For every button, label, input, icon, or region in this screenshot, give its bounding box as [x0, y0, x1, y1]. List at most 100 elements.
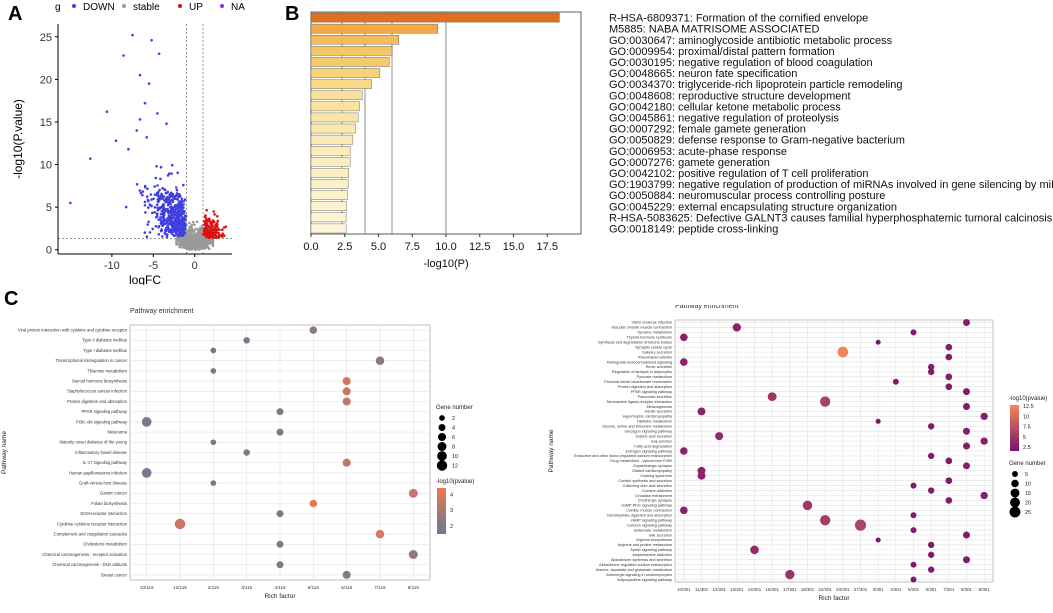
enrichment-bar: [310, 223, 347, 234]
enrichment-bar: [310, 201, 347, 211]
pathway-name-label: Hypertrophic cardiomyopathy: [623, 415, 672, 419]
rich-factor-tick-label: 3/116: [241, 585, 253, 590]
enrichment-term-label: M5885: NABA MATRISOME ASSOCIATED: [609, 24, 820, 36]
pathway-bubble: [276, 408, 284, 416]
volcano-point-stable: [187, 240, 191, 244]
volcano-point-stable: [192, 234, 195, 237]
volcano-point-up: [217, 235, 221, 239]
volcano-point-stable: [209, 240, 213, 243]
volcano-point-up: [213, 228, 217, 231]
volcano-point-down: [173, 204, 177, 208]
volcano-point-down: [182, 206, 185, 209]
pathway-bubble: [802, 500, 813, 511]
pathway-name-label: Inflammatory bowel disease: [75, 450, 128, 455]
gene-number-legend-label: 12: [452, 464, 458, 470]
volcano-x-axis-label: logFC: [129, 273, 161, 285]
volcano-point-up: [204, 235, 208, 239]
pathway-name-label: Vibrio cholerae infection: [632, 321, 672, 325]
pathway-bubble: [210, 368, 217, 374]
panel-a-volcano-plot: A g DOWN stable UP NA 0 5 10 15 20 25 -10 -5 0 logFC -…: [8, 2, 245, 285]
pathway-name-label: Cholinergic synapse: [638, 499, 672, 503]
bubble-title: Pathway enrichment: [675, 305, 738, 310]
volcano-point-stable: [197, 237, 201, 240]
volcano-point-down: [164, 226, 168, 230]
volcano-point-up: [216, 215, 219, 218]
pathway-name-label: Proximal tubule bicarbonate reclamation: [604, 380, 672, 384]
pathway-name-label: Protein digestion and absorption: [618, 385, 672, 389]
volcano-y-tick-label: 15: [40, 117, 52, 129]
pathway-bubble: [767, 392, 777, 402]
rich-factor-tick-label: 15/301: [765, 587, 779, 592]
volcano-point-down: [168, 199, 172, 203]
pathway-name-label: Drug metabolism - cytochrome P450: [610, 459, 672, 463]
pathway-name-label: Cholesterol metabolism: [83, 542, 127, 547]
pathway-bubble: [342, 458, 351, 467]
enrichment-term-label: R-HSA-5083625: Defective GALNT3 causes f…: [609, 212, 1053, 224]
volcano-point-down: [169, 214, 173, 218]
volcano-point-up: [221, 228, 224, 232]
pathway-name-label: Viral protein interaction with cytokine …: [18, 328, 128, 333]
rich-factor-tick-label: 5/116: [308, 585, 320, 590]
volcano-point-down: [176, 209, 179, 213]
volcano-point-down: [143, 231, 147, 234]
volcano-y-axis-label: -log10(P.value): [11, 99, 25, 179]
pathway-bubble: [680, 333, 688, 342]
pathway-bubble: [963, 531, 970, 539]
volcano-point-up: [214, 224, 217, 228]
pathway-bubble: [697, 407, 706, 416]
pathway-bubble: [680, 506, 688, 515]
volcano-point-down: [154, 216, 158, 219]
pathway-bubble: [910, 527, 917, 534]
volcano-point-up: [212, 220, 216, 224]
volcano-point-down: [160, 193, 164, 197]
rich-factor-tick-label: 10/116: [140, 585, 154, 590]
rich-factor-tick-label: 17/301: [783, 587, 797, 592]
pathway-name-label: Arginine biosynthesis: [636, 538, 672, 542]
volcano-point-down: [157, 225, 160, 229]
pathway-bubble: [276, 510, 284, 518]
volcano-point-down: [161, 203, 165, 206]
pathway-name-label: Adipocytokine signaling pathway: [617, 578, 672, 582]
volcano-point-up: [203, 215, 207, 218]
volcano-point-down: [155, 191, 159, 195]
rich-factor-tick-label: 22/301: [818, 587, 832, 592]
volcano-point-down: [141, 193, 144, 197]
pathway-name-label: Circadian entrainment: [635, 494, 673, 498]
enrichment-bar: [310, 68, 381, 78]
pathway-name-label: Gap junction: [651, 439, 672, 443]
pathway-name-label: Vascular smooth muscle contraction: [611, 326, 672, 330]
volcano-point-down: [171, 230, 175, 233]
volcano-point-stable: [181, 246, 185, 249]
enrichment-term-label: GO:0009954: proximal/distal pattern form…: [609, 46, 835, 58]
pathway-name-label: Collecting duct acid secretion: [623, 484, 672, 488]
volcano-point-down: [165, 235, 169, 239]
pvalue-legend-title: -log10(pvalue): [1009, 396, 1047, 402]
pathway-name-label: Aldosterone-regulated sodium reabsorptio…: [599, 563, 672, 567]
volcano-point-stable: [195, 220, 199, 224]
volcano-point-down: [176, 197, 179, 201]
volcano-point-stable: [191, 247, 194, 250]
volcano-point-down: [161, 207, 165, 210]
gene-number-legend-label: 5: [1025, 472, 1028, 478]
volcano-point-down: [145, 136, 148, 139]
volcano-point-down: [169, 229, 172, 233]
enrichment-bar: [310, 79, 372, 89]
volcano-point-down: [147, 220, 150, 224]
volcano-point-up: [208, 235, 212, 239]
rich-factor-tick-label: 5/301: [908, 587, 920, 592]
pathway-bubble: [750, 545, 759, 555]
pvalue-legend-tick: 10: [1023, 414, 1029, 420]
pathway-name-label: Alanine, aspartate and glutamate metabol…: [596, 568, 672, 572]
volcano-point-stable: [190, 229, 194, 232]
pathway-name-label: Apelin signaling pathway: [630, 548, 672, 552]
enrichment-term-label: GO:0045229: external encapsulating struc…: [609, 201, 897, 213]
gene-number-legend-marker: [439, 415, 445, 421]
pathway-name-label: Insulin secretion: [645, 410, 672, 414]
volcano-point-down: [152, 197, 155, 201]
volcano-y-tick-label: 20: [40, 74, 52, 86]
volcano-point-down: [175, 186, 178, 189]
pathway-bubble: [927, 363, 935, 371]
gene-number-legend-label: 15: [1025, 491, 1031, 497]
bar-x-tick-label: 2.5: [337, 241, 352, 253]
volcano-point-down: [138, 189, 142, 192]
